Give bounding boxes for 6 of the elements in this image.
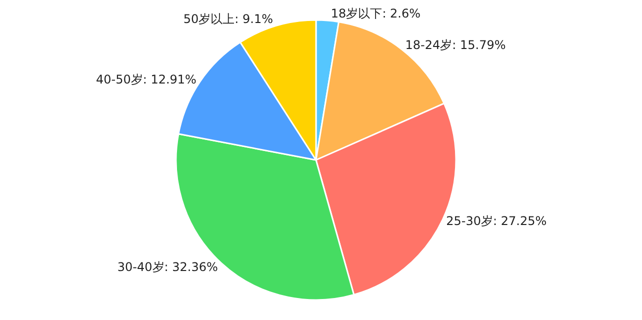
slice-label: 18岁以下: 2.6% bbox=[330, 6, 421, 21]
slice-label: 18-24岁: 15.79% bbox=[405, 38, 506, 52]
slice-label: 40-50岁: 12.91% bbox=[96, 72, 196, 87]
slice-label: 30-40岁: 32.36% bbox=[117, 260, 218, 274]
slice-label: 25-30岁: 27.25% bbox=[446, 214, 547, 228]
slice-label: 50岁以上: 9.1% bbox=[183, 12, 274, 26]
